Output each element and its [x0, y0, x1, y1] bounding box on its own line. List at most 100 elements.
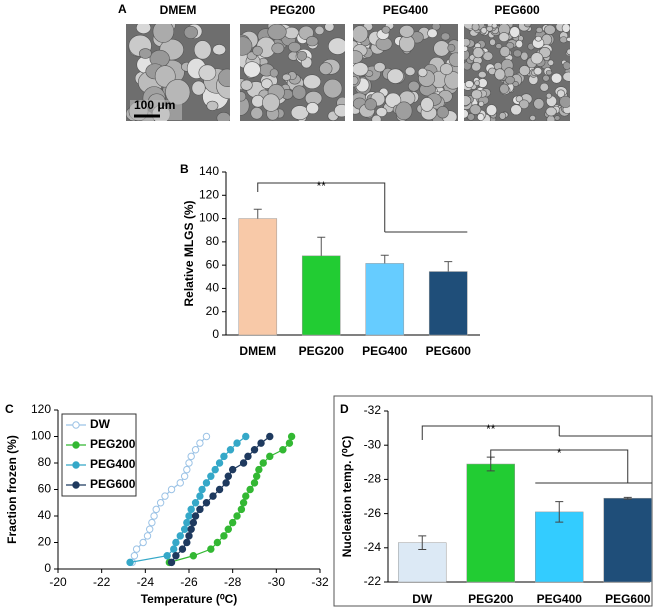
cell — [512, 81, 519, 87]
cell — [206, 100, 219, 111]
data-point — [176, 479, 184, 487]
x-axis-label: Temperature (⁰C) — [141, 592, 238, 606]
data-point — [198, 485, 206, 494]
y-tick-label: -28 — [364, 472, 382, 486]
cell — [494, 68, 506, 81]
cell — [464, 95, 472, 106]
data-point — [242, 492, 250, 500]
x-tick-label: DMEM — [239, 344, 276, 358]
cell — [523, 24, 532, 28]
cell — [296, 50, 308, 61]
y-axis-label: Nucleation temp. (⁰C) — [340, 436, 354, 557]
micrograph — [240, 24, 345, 121]
y-tick-label: 0 — [44, 561, 51, 575]
cell — [395, 101, 413, 121]
y-tick-label: 40 — [206, 281, 220, 295]
data-point — [222, 479, 230, 487]
cell — [212, 44, 226, 56]
cell — [407, 80, 420, 92]
data-point — [178, 545, 187, 553]
legend-marker — [72, 461, 80, 469]
panel-label: D — [340, 402, 349, 416]
x-tick-label: -30 — [268, 575, 286, 589]
data-point — [257, 439, 265, 447]
cell — [252, 45, 263, 56]
data-point — [191, 499, 200, 507]
data-point — [228, 518, 237, 527]
data-point — [220, 452, 228, 461]
error-bar — [380, 254, 389, 264]
cell — [529, 115, 536, 121]
bar — [238, 218, 278, 336]
micrograph — [464, 24, 570, 121]
data-point — [180, 472, 189, 480]
x-tick-label: PEG400 — [362, 344, 408, 358]
data-point — [285, 439, 294, 447]
y-tick-label: -32 — [364, 403, 382, 417]
y-tick-label: 140 — [199, 164, 219, 178]
cell — [471, 61, 482, 72]
data-point — [176, 532, 184, 540]
cell — [217, 68, 230, 87]
data-point — [233, 439, 241, 447]
cell — [559, 36, 568, 44]
cell — [545, 69, 553, 76]
cell — [550, 72, 563, 84]
data-point — [250, 479, 259, 487]
cell — [530, 52, 544, 65]
cell — [478, 100, 485, 107]
cell — [561, 24, 570, 33]
error-bar — [555, 501, 564, 523]
cell — [251, 94, 265, 108]
data-point — [163, 552, 171, 560]
image-title: PEG400 — [383, 3, 429, 17]
data-point — [187, 505, 195, 514]
data-point — [146, 525, 154, 533]
cell — [464, 45, 468, 52]
cell — [556, 89, 565, 98]
x-tick-label: -24 — [137, 575, 155, 589]
data-point — [252, 472, 261, 480]
bar — [428, 271, 468, 336]
cell — [191, 80, 206, 96]
data-point — [183, 538, 191, 547]
data-point — [215, 459, 224, 467]
cell — [290, 105, 309, 120]
error-bar — [623, 496, 632, 500]
cell — [544, 24, 556, 35]
data-point — [202, 432, 211, 441]
cell — [533, 67, 543, 76]
scale-bar-label: 100 μm — [134, 98, 175, 112]
cell — [515, 39, 523, 49]
data-point — [196, 505, 204, 514]
cell — [427, 28, 438, 39]
data-point — [167, 558, 176, 567]
data-point — [244, 452, 252, 461]
cell — [399, 25, 415, 38]
image-title: DMEM — [160, 3, 197, 17]
cell — [499, 46, 511, 58]
data-point — [150, 512, 158, 520]
error-bar — [317, 236, 326, 256]
cell — [417, 67, 428, 78]
bar — [365, 263, 405, 336]
cell — [480, 27, 488, 34]
cell — [542, 74, 550, 82]
legend-label: DW — [90, 417, 111, 431]
y-tick-label: -22 — [364, 574, 382, 588]
significance-bracket — [257, 182, 468, 233]
cell — [240, 36, 253, 56]
bar — [603, 497, 652, 583]
x-tick-label: -32 — [311, 575, 329, 589]
y-tick-label: 0 — [212, 327, 219, 341]
data-point — [228, 465, 237, 474]
data-point — [170, 545, 178, 553]
data-point — [215, 485, 224, 494]
cell — [447, 43, 456, 52]
data-point — [266, 452, 274, 461]
cell — [513, 49, 522, 58]
error-bar — [253, 208, 262, 219]
legend-marker — [72, 481, 80, 489]
significance-label: ** — [486, 422, 496, 436]
data-point — [224, 525, 233, 533]
